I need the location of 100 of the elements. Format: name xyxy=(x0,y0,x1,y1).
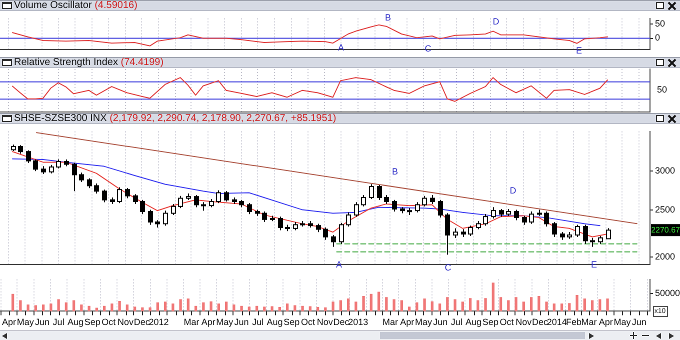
x-tick-label: Jul xyxy=(252,317,264,328)
y-tick-label: 50 xyxy=(655,18,666,29)
x-tick-label: Jun xyxy=(234,317,249,328)
bar xyxy=(156,302,160,312)
x-tick-label: Dec xyxy=(134,317,150,328)
bar xyxy=(64,302,68,312)
x-tick-label: Feb xyxy=(566,317,582,328)
x-tick-label: Apr xyxy=(2,317,16,328)
x-tick-label: Oct xyxy=(102,317,116,328)
bar xyxy=(507,300,510,312)
x-tick-label: May xyxy=(414,317,432,328)
chart-subtitle: (4.59016) xyxy=(94,0,138,11)
bar xyxy=(126,304,129,312)
bar xyxy=(385,297,388,312)
x-tick-label: Apr xyxy=(598,317,613,328)
annotation: C xyxy=(444,262,452,272)
bar xyxy=(19,300,22,312)
chart-subtitle: (74.4199) xyxy=(120,57,164,68)
bar xyxy=(248,306,251,312)
bar xyxy=(210,301,212,312)
bar xyxy=(164,302,167,312)
bar xyxy=(492,282,494,312)
bar xyxy=(362,296,365,312)
x-tick-label: Jul xyxy=(52,317,64,328)
x-tick-label: Mar xyxy=(581,317,597,328)
x-tick-label: May xyxy=(614,317,632,328)
bar xyxy=(552,303,556,312)
bar xyxy=(263,306,266,312)
bar xyxy=(118,300,121,312)
bar xyxy=(454,299,456,312)
bar xyxy=(110,303,114,312)
x-tick-label: Dec xyxy=(333,317,350,328)
bar xyxy=(530,297,533,312)
bar xyxy=(172,303,174,312)
bar xyxy=(476,300,480,312)
x-tick-label: Oct xyxy=(500,317,514,328)
bar xyxy=(446,297,449,312)
bar xyxy=(332,302,334,312)
bar xyxy=(499,297,502,312)
bar xyxy=(430,301,434,312)
y-tick-label: 0 xyxy=(655,32,660,43)
bar xyxy=(148,307,152,312)
bar xyxy=(346,298,350,312)
x-tick-label: Nov xyxy=(516,317,532,328)
annotation: D xyxy=(492,16,500,26)
annotation: B xyxy=(384,12,392,22)
bar xyxy=(42,304,45,312)
y-tick-label: 2000 xyxy=(655,252,676,262)
y-tick-label: 3000 xyxy=(655,166,676,176)
x-tick-label: Nov xyxy=(118,317,134,328)
x-tick-label: 2012 xyxy=(148,317,169,328)
bar xyxy=(408,306,411,312)
bar xyxy=(377,292,380,312)
bar xyxy=(270,306,274,312)
bar xyxy=(484,298,487,312)
bar xyxy=(57,299,60,312)
x-tick-label: Aug xyxy=(67,317,84,328)
x-tick-label: Mar xyxy=(184,317,200,328)
bar xyxy=(590,300,594,312)
bar xyxy=(400,300,403,312)
x-tick-label: 2014 xyxy=(546,317,567,328)
bar xyxy=(576,294,578,312)
x-tick-label: Aug xyxy=(266,317,283,328)
bar xyxy=(133,306,136,312)
x-tick-label: Apr xyxy=(201,317,216,328)
bar xyxy=(538,296,540,312)
x-tick-label: Sep xyxy=(482,317,498,328)
bar xyxy=(423,298,426,312)
annotation: 2270.67 xyxy=(651,225,680,234)
chart-title: Volume Oscillator xyxy=(14,0,93,11)
bar xyxy=(522,302,525,312)
bar xyxy=(294,305,296,312)
bar xyxy=(354,302,358,312)
bar xyxy=(339,300,342,312)
x-tick-label: Jun xyxy=(34,317,50,328)
x-tick-label: Nov xyxy=(316,317,334,328)
x-tick-label: Jul xyxy=(450,317,462,328)
bar xyxy=(468,298,472,312)
y-tick-label: 50000 xyxy=(655,288,680,298)
chart-title: SHSE-SZSE300 INX xyxy=(14,113,108,124)
bar xyxy=(186,298,190,312)
bar xyxy=(416,302,418,312)
x-tick-label: Sep xyxy=(284,317,300,328)
annotation: D xyxy=(510,185,517,196)
x-tick-label: May xyxy=(216,317,234,328)
bar xyxy=(392,299,396,312)
x-tick-label: Mar xyxy=(382,317,398,328)
bar xyxy=(224,302,228,312)
bar xyxy=(560,303,564,312)
bar xyxy=(72,300,76,312)
bar xyxy=(370,294,372,312)
bar xyxy=(606,298,609,312)
bar xyxy=(95,308,98,312)
x-tick-label: Apr xyxy=(400,317,414,328)
x-tick-label: Jun xyxy=(433,317,448,328)
x-tick-label: Oct xyxy=(300,317,316,328)
bar xyxy=(80,304,83,312)
bar xyxy=(583,298,586,312)
bar xyxy=(26,304,30,312)
bar xyxy=(88,306,90,312)
